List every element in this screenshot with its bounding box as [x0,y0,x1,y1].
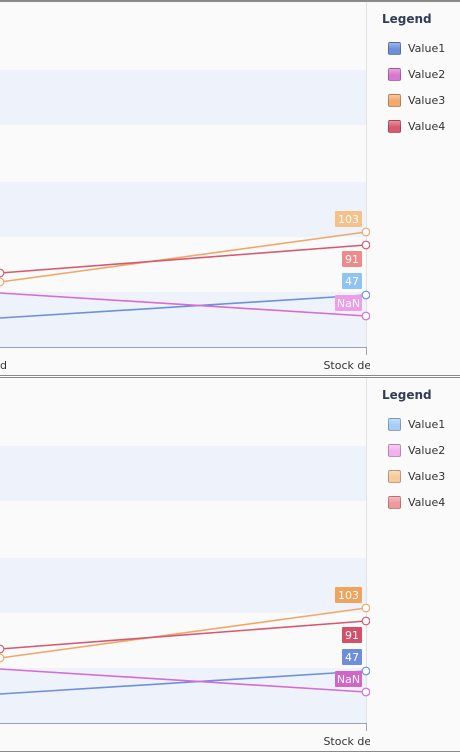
legend-swatch [388,93,401,107]
legend-label: Value2 [408,67,446,81]
data-label-text: 91 [345,629,359,642]
legend-label: Value3 [408,93,446,107]
data-point [0,644,5,654]
legend-item-value3[interactable]: Value3 [382,87,460,113]
data-point [361,616,370,626]
data-label-value3: 103 [335,587,362,603]
data-point [361,227,370,237]
legend-label: Value2 [408,443,446,457]
grid-band [0,182,366,237]
data-label-text: NaN [337,297,360,310]
legend-swatch [388,469,401,483]
chart-panel-bottom: Stock delivered 47 NaN 103 91 Legend Value1 … [0,377,460,752]
x-tick-label: Stock delivered [323,359,370,372]
legend: Legend Value1 Value2 Value3 Value4 [382,12,460,139]
legend-item-value4[interactable]: Value4 [382,489,460,515]
legend-label: Value1 [408,41,446,55]
legend-swatch [388,41,401,55]
data-point [0,653,5,663]
data-label-bg [335,587,362,603]
data-label-bg [342,627,362,643]
legend-item-value4[interactable]: Value4 [382,113,460,139]
legend-item-value1[interactable]: Value1 [382,411,460,437]
data-label-text: 91 [345,253,359,266]
series-line-value1 [0,670,367,695]
grid-band [0,558,366,613]
legend: Legend Value1 Value2 Value3 Value4 [382,388,460,515]
data-point [361,240,370,250]
plot-area: d Stock delivered 47 NaN 103 91 [0,2,370,372]
data-label-value3: 103 [335,211,362,227]
legend-item-value3[interactable]: Value3 [382,463,460,489]
legend-label: Value4 [408,495,446,509]
series-line-value1 [0,294,367,319]
data-label-value4: 91 [342,251,362,267]
data-label-value2: NaN [335,295,362,311]
data-point [361,666,370,676]
data-label-text: NaN [337,673,360,686]
series-line-value4 [0,244,367,274]
legend-item-value1[interactable]: Value1 [382,35,460,61]
data-point [0,268,5,278]
series-line-value3 [0,607,367,659]
legend-swatch [388,119,401,133]
chart-panel-top: d Stock delivered 47 NaN 103 91 Legend Value1… [0,0,460,376]
grid-band [0,292,366,347]
grid-band [0,446,366,501]
legend-label: Value3 [408,469,446,483]
grid-band [0,668,366,723]
grid-band [0,70,366,125]
series-line-value3 [0,231,367,283]
series-line-value2 [0,668,367,693]
x-tick-label: d [0,359,7,372]
legend-item-value2[interactable]: Value2 [382,437,460,463]
legend-label: Value1 [408,417,446,431]
data-point [361,603,370,613]
legend-item-value2[interactable]: Value2 [382,61,460,87]
data-label-bg [335,211,362,227]
data-label-text: 103 [338,589,359,602]
data-label-text: 103 [338,213,359,226]
data-label-bg [335,671,362,687]
data-label-bg [342,649,362,665]
plot-area: Stock delivered 47 NaN 103 91 [0,378,370,748]
legend-swatch [388,443,401,457]
data-point [361,687,370,697]
legend-swatch [388,67,401,81]
legend-title: Legend [382,388,432,402]
series-line-value2 [0,292,367,317]
legend-swatch [388,417,401,431]
data-label-bg [342,251,362,267]
data-label-value1: 47 [342,649,362,665]
data-point [361,290,370,300]
legend-swatch [388,495,401,509]
data-label-bg [342,273,362,289]
x-tick-label: Stock delivered [323,735,370,748]
data-label-value2: NaN [335,671,362,687]
data-label-value1: 47 [342,273,362,289]
data-label-bg [335,295,362,311]
data-label-text: 47 [345,651,359,664]
series-line-value4 [0,620,367,650]
data-point [0,277,5,287]
legend-title: Legend [382,12,432,26]
data-label-text: 47 [345,275,359,288]
legend-label: Value4 [408,119,446,133]
data-point [361,311,370,321]
data-label-value4: 91 [342,627,362,643]
